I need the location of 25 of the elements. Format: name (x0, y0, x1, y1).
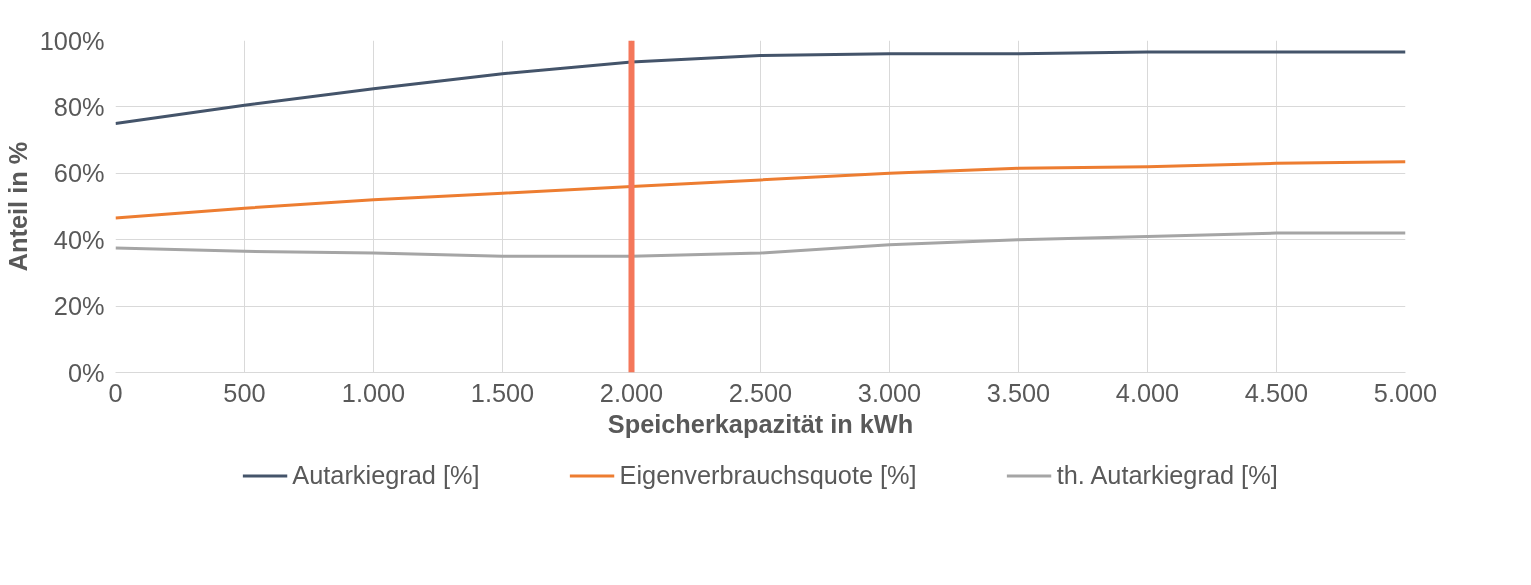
x-tick-label: 3.000 (857, 378, 922, 407)
line-series (115, 160, 1406, 220)
y-axis-title: Anteil in % (3, 141, 32, 272)
x-tick-label: 5.000 (1373, 378, 1438, 407)
x-tick-label: 4.500 (1244, 378, 1309, 407)
legend-label: th. Autarkiegrad [%] (1056, 460, 1278, 490)
x-tick-label: 1.500 (470, 378, 535, 407)
x-tick-label: 2.000 (599, 378, 664, 407)
legend-label: Autarkiegrad [%] (292, 460, 480, 490)
y-tick-label: 80% (53, 92, 105, 121)
x-tick-label: 0 (108, 378, 123, 407)
y-tick-label: 60% (53, 159, 105, 188)
legend-label: Eigenverbrauchsquote [%] (619, 460, 917, 490)
y-tick-label: 0% (67, 358, 105, 387)
x-axis-title: Speicherkapazität in kWh (607, 409, 914, 438)
y-tick-label: 100% (39, 26, 105, 55)
x-tick-label: 500 (223, 378, 266, 407)
x-tick-label: 4.000 (1115, 378, 1180, 407)
y-tick-label: 20% (53, 292, 105, 321)
line-series (115, 50, 1406, 125)
x-tick-label: 2.500 (728, 378, 793, 407)
line-series (115, 231, 1406, 258)
y-tick-label: 40% (53, 225, 105, 254)
x-tick-label: 3.500 (986, 378, 1051, 407)
x-tick-label: 1.000 (341, 378, 406, 407)
